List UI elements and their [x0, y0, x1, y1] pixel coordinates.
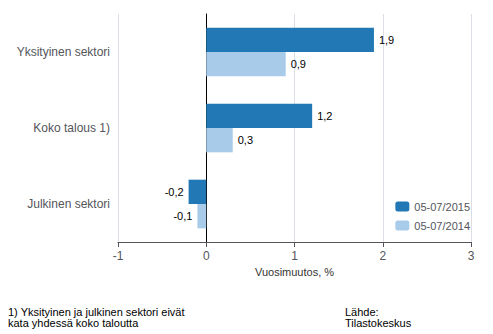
svg-text:-0,2: -0,2	[165, 186, 184, 198]
svg-text:1,9: 1,9	[379, 34, 394, 46]
svg-text:Yksityinen sektori: Yksityinen sektori	[17, 45, 110, 59]
svg-text:Julkinen sektori: Julkinen sektori	[27, 197, 110, 211]
svg-text:05-07/2014: 05-07/2014	[414, 220, 470, 232]
svg-text:1,2: 1,2	[317, 110, 332, 122]
svg-text:Vuosimuutos, %: Vuosimuutos, %	[255, 266, 334, 278]
svg-text:3: 3	[468, 249, 475, 263]
svg-text:1: 1	[291, 249, 298, 263]
svg-text:0,9: 0,9	[291, 58, 306, 70]
svg-text:0,3: 0,3	[238, 134, 253, 146]
svg-text:-0,1: -0,1	[173, 210, 192, 222]
svg-text:1) Yksityinen ja julkinen sekt: 1) Yksityinen ja julkinen sektori eivät	[8, 305, 185, 318]
svg-text:kata yhdessä koko taloutta: kata yhdessä koko taloutta	[8, 317, 139, 329]
svg-text:-1: -1	[113, 249, 124, 263]
svg-text:Koko talous 1): Koko talous 1)	[33, 121, 110, 135]
svg-text:0: 0	[203, 249, 210, 263]
svg-text:Tilastokeskus: Tilastokeskus	[345, 317, 412, 329]
svg-text:Lähde:: Lähde:	[345, 305, 379, 318]
svg-text:05-07/2015: 05-07/2015	[414, 201, 470, 213]
svg-text:2: 2	[379, 249, 386, 263]
